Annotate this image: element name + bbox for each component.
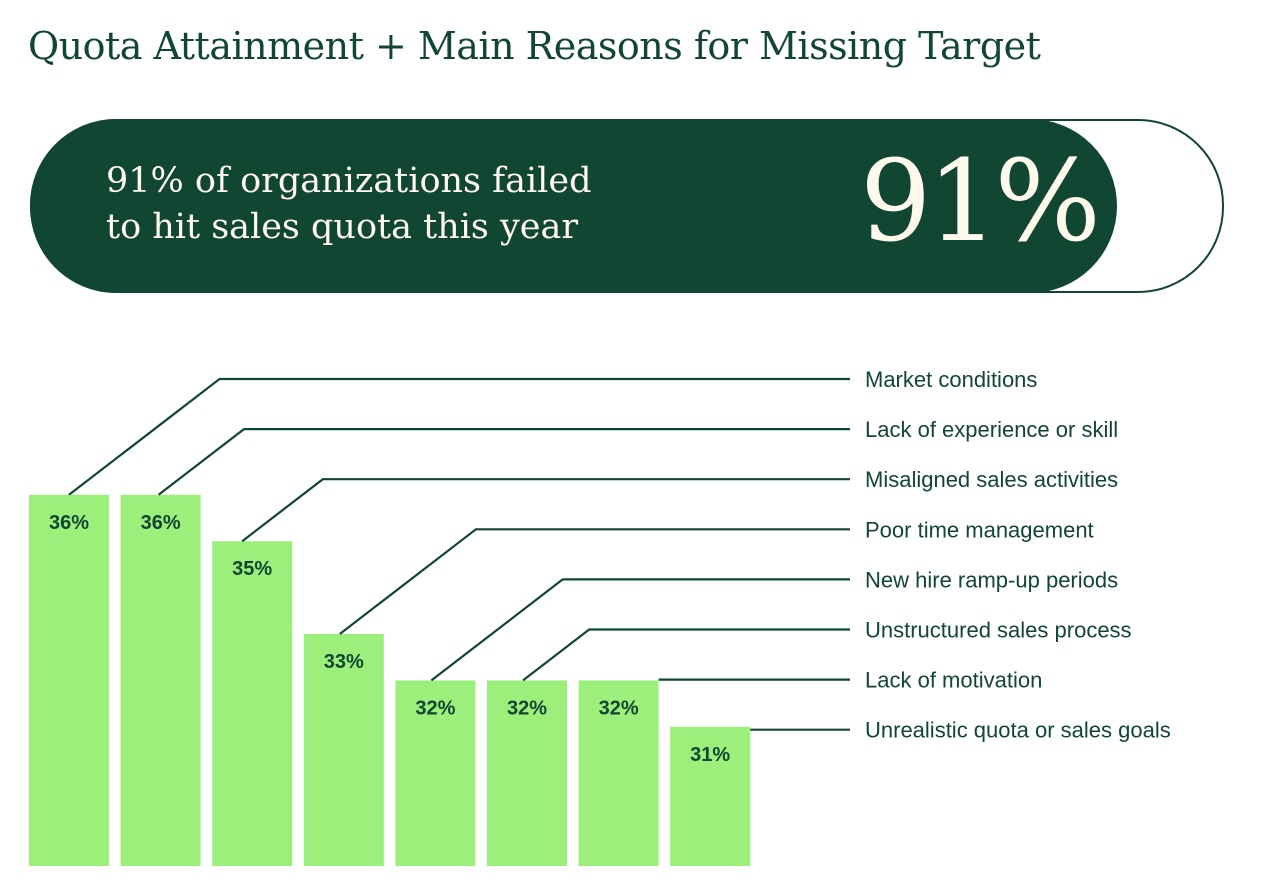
bar-value-label: 35% [232,558,272,580]
leader-line [241,478,850,543]
bar-value-label: 36% [141,512,181,534]
leader-line [430,578,850,682]
progress-pill-fill [30,119,1117,293]
bar-6 [487,680,567,866]
category-label: New hire ramp-up periods [865,567,1118,592]
highlight-line-1: 91% of organizations failed [106,161,592,201]
bar-value-label: 32% [415,697,455,719]
bar-value-label: 32% [507,697,547,719]
category-label: Unrealistic quota or sales goals [865,718,1171,743]
highlight-value: 91% [860,137,1101,267]
bar-value-label: 33% [324,651,364,673]
bar-value-label: 31% [690,744,730,766]
bar-4 [303,634,384,866]
category-label: Misaligned sales activities [865,467,1118,492]
bar-1 [29,494,109,866]
bar-5 [395,680,476,866]
leader-line [339,528,850,635]
category-label: Lack of motivation [865,668,1042,693]
category-label: Market conditions [865,367,1037,392]
bar-2 [120,494,201,866]
category-label: Poor time management [865,517,1094,542]
category-label: Lack of experience or skill [865,417,1118,442]
bar-3 [212,541,293,866]
bar-value-label: 36% [49,512,89,534]
leader-line [68,377,850,496]
bar-7 [578,680,659,866]
category-label: Unstructured sales process [865,618,1132,643]
chart-title: Quota Attainment + Main Reasons for Miss… [28,24,1041,68]
highlight-text: 91% of organizations failed to hit sales… [106,158,666,250]
bar-8 [670,726,751,866]
highlight-line-2: to hit sales quota this year [106,207,579,247]
leader-line [522,628,850,682]
bar-value-label: 32% [599,697,639,719]
leader-line [157,428,850,496]
